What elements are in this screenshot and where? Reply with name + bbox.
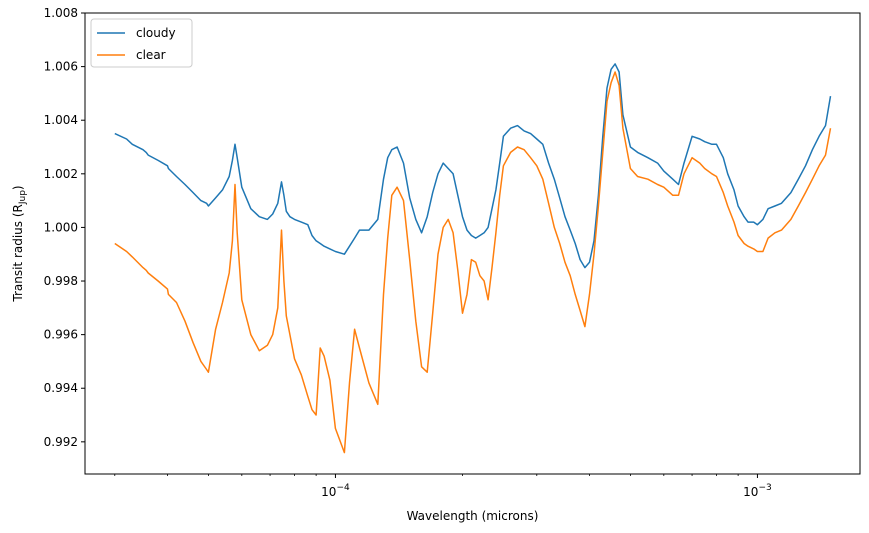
y-tick-label: 1.006 <box>44 60 78 74</box>
y-axis-label-close: ) <box>11 185 25 190</box>
y-axis-label: Transit radius (RJup) <box>11 185 28 302</box>
y-tick-label: 1.002 <box>44 167 78 181</box>
y-tick-label: 0.996 <box>44 328 78 342</box>
x-tick-label: 10−3 <box>743 483 772 499</box>
x-axis: 10−4 10−3 <box>114 474 772 499</box>
x-tick-label-base: 10 <box>743 485 758 499</box>
x-tick-label: 10−4 <box>321 483 350 499</box>
x-tick-label-base: 10 <box>321 485 336 499</box>
y-tick-label: 0.994 <box>44 381 78 395</box>
legend-label-cloudy: cloudy <box>136 26 176 40</box>
y-tick-label: 0.992 <box>44 435 78 449</box>
plot-frame <box>84 12 861 475</box>
y-tick-label: 1.008 <box>44 6 78 20</box>
y-tick-label: 1.000 <box>44 220 78 234</box>
x-axis-label: Wavelength (microns) <box>407 509 539 523</box>
y-tick-label: 0.998 <box>44 274 78 288</box>
y-tick-label: 1.004 <box>44 113 78 127</box>
series-layer <box>114 63 832 454</box>
series-line-clear <box>114 71 832 454</box>
y-axis-label-main: Transit radius (R <box>11 204 25 303</box>
x-tick-label-exponent: −3 <box>758 483 771 493</box>
series-line-cloudy <box>114 63 832 269</box>
legend: cloudy clear <box>90 18 193 68</box>
y-axis: 0.992 0.994 0.996 0.998 1.000 1.002 1.004 1.006… <box>44 6 85 449</box>
legend-label-clear: clear <box>136 48 166 62</box>
y-axis-label-sub: Jup <box>18 190 28 205</box>
plot-area <box>85 13 860 474</box>
x-tick-label-exponent: −4 <box>336 483 350 493</box>
